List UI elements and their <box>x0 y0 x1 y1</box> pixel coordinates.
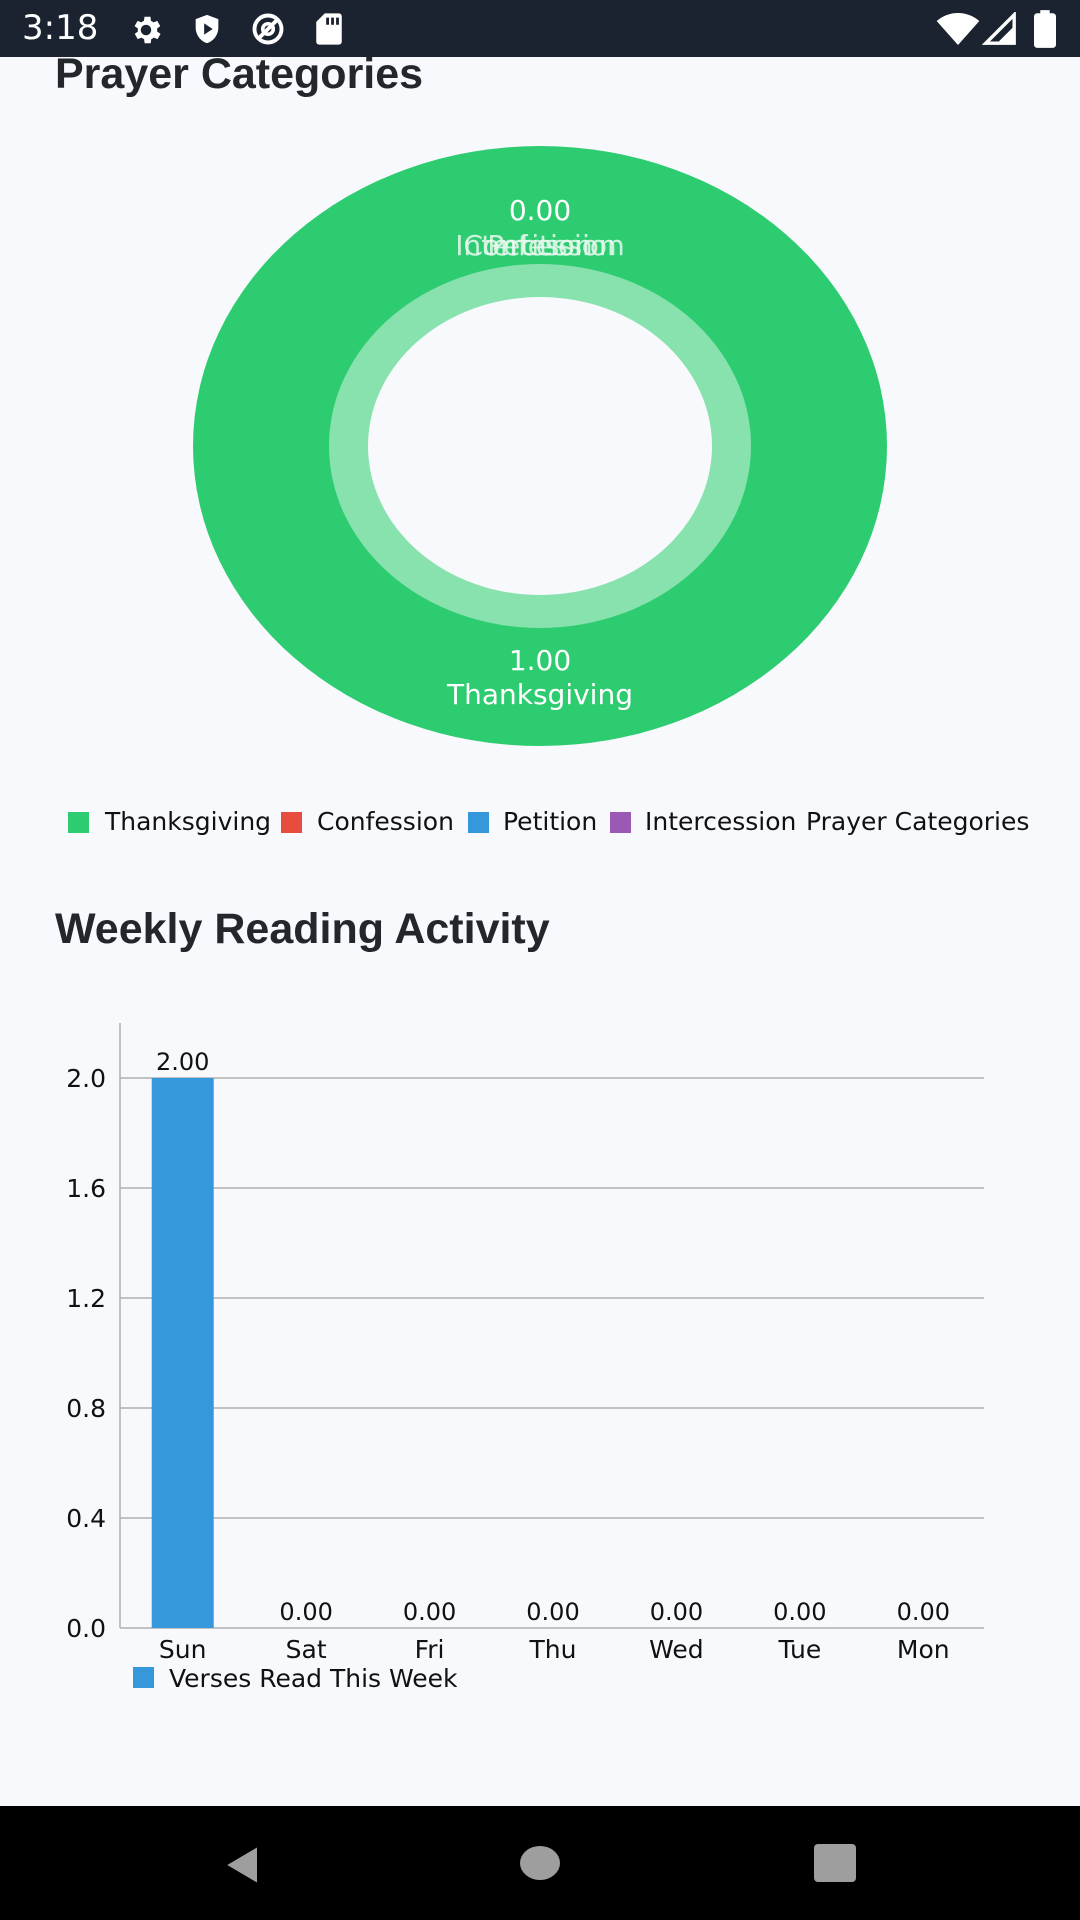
x-tick-label: Tue <box>778 1635 822 1664</box>
legend-swatch-petition <box>468 812 489 833</box>
prayer-legend: Thanksgiving Confession Petition Interce… <box>0 802 1080 842</box>
legend-label-intercession: Intercession <box>645 807 797 836</box>
bar-value-label: 0.00 <box>650 1598 703 1626</box>
bar-value-label: 0.00 <box>279 1598 332 1626</box>
shield-play-icon <box>195 14 219 44</box>
x-tick-label: Sat <box>286 1635 327 1664</box>
legend-swatch-intercession <box>610 812 631 833</box>
y-tick-label: 0.0 <box>66 1614 106 1643</box>
donut-top-category-label-1: Intercession <box>455 229 625 262</box>
recents-icon[interactable] <box>814 1844 856 1882</box>
legend-label-thanksgiving: Thanksgiving <box>105 807 272 836</box>
x-tick-label: Fri <box>415 1635 445 1664</box>
legend-label-confession: Confession <box>317 807 454 836</box>
y-tick-label: 2.0 <box>66 1064 106 1093</box>
bar-value-label: 0.00 <box>526 1598 579 1626</box>
status-bar: 3:18 <box>0 0 1080 57</box>
legend-dataset-label: Prayer Categories <box>806 807 1030 836</box>
donut-top-value-label: 0.00 <box>509 194 571 227</box>
legend-label-verses: Verses Read This Week <box>169 1664 458 1693</box>
x-tick-label: Wed <box>649 1635 704 1664</box>
weekly-reading-title: Weekly Reading Activity <box>55 905 550 953</box>
x-tick-label: Mon <box>897 1635 950 1664</box>
status-time: 3:18 <box>22 8 99 48</box>
donut-bottom-category-label: Thanksgiving <box>446 678 633 711</box>
legend-swatch-confession <box>281 812 302 833</box>
prayer-donut-chart: 0.00 Intercession Petition Confession 1.… <box>193 146 887 746</box>
cell-signal-icon <box>982 12 1016 45</box>
back-icon[interactable] <box>222 1844 264 1886</box>
y-tick-label: 1.6 <box>66 1174 106 1203</box>
bar-sun <box>151 1078 214 1628</box>
bar-value-label: 0.00 <box>773 1598 826 1626</box>
bar-value-label: 0.00 <box>403 1598 456 1626</box>
weekly-reading-bar-chart: 0.0 0.4 0.8 1.2 1.6 2.0 2.00 Sun 0.00 Sat 0.00 Fri 0… <box>66 1023 984 1693</box>
donut-top-category-label-2: Petition <box>487 229 593 262</box>
y-tick-label: 1.2 <box>66 1284 106 1313</box>
battery-icon <box>1034 10 1056 48</box>
gear-icon <box>134 16 161 44</box>
navigation-bar <box>0 1806 1080 1920</box>
bar-value-label: 2.00 <box>156 1048 209 1076</box>
y-tick-label: 0.4 <box>66 1504 106 1533</box>
x-tick-label: Thu <box>529 1635 577 1664</box>
legend-swatch-verses <box>133 1667 154 1688</box>
donut-bottom-value-label: 1.00 <box>509 644 571 677</box>
x-tick-label: Sun <box>159 1635 207 1664</box>
bar-value-label: 0.00 <box>897 1598 950 1626</box>
wifi-icon <box>936 13 980 45</box>
sd-card-icon <box>316 13 342 45</box>
legend-swatch-thanksgiving <box>68 812 89 833</box>
donut-top-category-label-3: Confession <box>463 229 616 262</box>
legend-label-petition: Petition <box>503 807 598 836</box>
home-icon[interactable] <box>520 1846 560 1880</box>
at-sign-icon <box>252 13 284 45</box>
prayer-categories-title: Prayer Categories <box>55 50 424 98</box>
donut-hole <box>368 297 712 595</box>
y-tick-label: 0.8 <box>66 1394 106 1423</box>
